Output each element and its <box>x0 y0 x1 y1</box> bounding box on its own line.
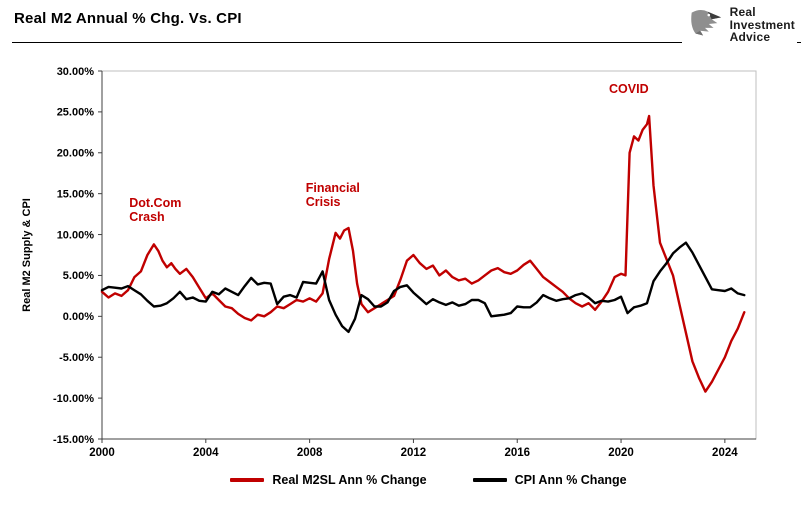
y-tick-label: -10.00% <box>53 393 94 405</box>
legend-item-real-m2: Real M2SL Ann % Change <box>230 473 427 487</box>
x-tick-label: 2024 <box>712 447 738 459</box>
page-title: Real M2 Annual % Chg. Vs. CPI <box>14 10 242 27</box>
y-tick-label: 20.00% <box>56 148 94 160</box>
chart-annotation: Financial Crisis <box>305 181 359 209</box>
x-tick-label: 2008 <box>296 447 322 459</box>
chart-area: 30.00% 25.00% 20.00% 15.00% 10.00% 5.00% 0.00%… <box>0 57 811 487</box>
legend-marker-cpi <box>472 478 507 482</box>
chart-annotation: Dot.Com Crash <box>129 196 181 224</box>
y-tick-label: 0.00% <box>62 311 93 323</box>
y-tick-label: 5.00% <box>62 270 93 282</box>
chart-header: Real M2 Annual % Chg. Vs. CPI Real Inves… <box>12 0 801 48</box>
brand-logo: Real Investment Advice <box>681 4 797 48</box>
y-tick-label: -15.00% <box>53 434 94 446</box>
x-tick-label: 2004 <box>193 447 219 459</box>
x-tick-label: 2016 <box>504 447 530 459</box>
y-tick-label: 25.00% <box>56 107 94 119</box>
y-tick-label: -5.00% <box>59 352 94 364</box>
legend-item-cpi: CPI Ann % Change <box>472 473 627 487</box>
y-axis-title: Real M2 Supply & CPI <box>21 198 33 312</box>
legend-label-real-m2: Real M2SL Ann % Change <box>272 473 427 487</box>
series-line-real-m2 <box>100 114 745 393</box>
ria-eagle-icon <box>690 10 721 36</box>
chart-svg: 30.00% 25.00% 20.00% 15.00% 10.00% 5.00% 0.00%… <box>21 66 756 459</box>
chart-annotation: COVID <box>609 82 649 96</box>
chart-legend: Real M2SL Ann % Change CPI Ann % Change <box>29 473 811 487</box>
brand-word-3: Advice <box>729 30 771 45</box>
brand-word-1: Real <box>729 5 756 20</box>
brand-wordmark: Real Investment Advice <box>730 6 795 44</box>
x-tick-label: 2020 <box>608 447 634 459</box>
brand-word-2: Investment <box>729 17 795 32</box>
legend-label-cpi: CPI Ann % Change <box>514 473 627 487</box>
x-tick-label: 2000 <box>89 447 115 459</box>
plot-border <box>101 70 756 440</box>
x-tick-label: 2012 <box>400 447 426 459</box>
y-tick-label: 15.00% <box>56 188 94 200</box>
y-tick-label: 30.00% <box>56 66 94 78</box>
legend-marker-real-m2 <box>230 478 265 482</box>
series-line-cpi <box>100 241 745 334</box>
y-tick-label: 10.00% <box>56 229 94 241</box>
